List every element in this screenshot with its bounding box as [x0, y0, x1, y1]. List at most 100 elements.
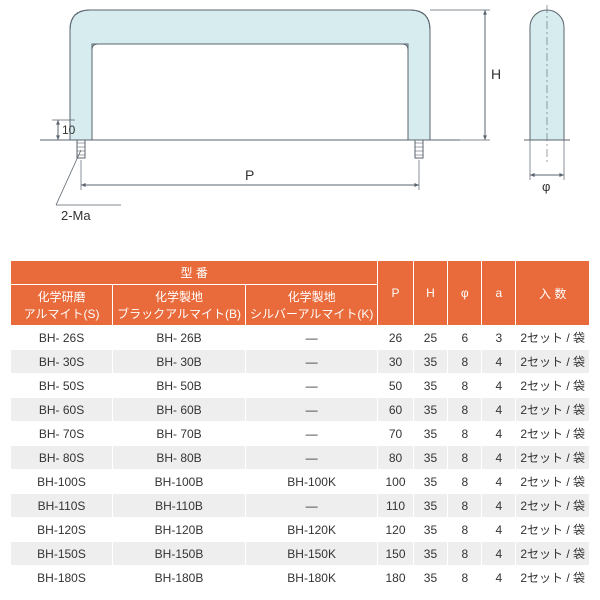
cell-k: BH-180K — [245, 566, 377, 590]
cell-p: 26 — [378, 326, 413, 350]
subhead-b: 化学製地ブラックアルマイト(B) — [113, 285, 246, 326]
cell-q: 2セット / 袋 — [516, 494, 590, 518]
cell-h: 35 — [413, 470, 448, 494]
cell-k: ― — [245, 446, 377, 470]
cell-phi: 8 — [448, 470, 482, 494]
cell-b: BH- 50B — [113, 374, 246, 398]
cell-p: 60 — [378, 398, 413, 422]
cell-k: ― — [245, 398, 377, 422]
cell-h: 35 — [413, 350, 448, 374]
cell-s: BH- 60S — [11, 398, 113, 422]
cell-q: 2セット / 袋 — [516, 398, 590, 422]
table-row: BH- 26SBH- 26B―2625632セット / 袋 — [11, 326, 590, 350]
cell-q: 2セット / 袋 — [516, 374, 590, 398]
table-row: BH- 80SBH- 80B―8035842セット / 袋 — [11, 446, 590, 470]
cell-k: BH-100K — [245, 470, 377, 494]
cell-p: 110 — [378, 494, 413, 518]
cell-q: 2セット / 袋 — [516, 542, 590, 566]
svg-text:φ: φ — [542, 179, 550, 194]
cell-q: 2セット / 袋 — [516, 566, 590, 590]
cell-h: 35 — [413, 518, 448, 542]
cell-b: BH- 80B — [113, 446, 246, 470]
table-row: BH-120SBH-120BBH-120K12035842セット / 袋 — [11, 518, 590, 542]
cell-b: BH- 60B — [113, 398, 246, 422]
table-row: BH- 70SBH- 70B―7035842セット / 袋 — [11, 422, 590, 446]
cell-b: BH-150B — [113, 542, 246, 566]
svg-text:P: P — [245, 167, 254, 183]
table-row: BH-100SBH-100BBH-100K10035842セット / 袋 — [11, 470, 590, 494]
cell-b: BH-100B — [113, 470, 246, 494]
cell-a: 4 — [482, 398, 516, 422]
table-row: BH-110SBH-110B―11035842セット / 袋 — [11, 494, 590, 518]
cell-p: 100 — [378, 470, 413, 494]
cell-phi: 8 — [448, 398, 482, 422]
cell-q: 2セット / 袋 — [516, 326, 590, 350]
cell-a: 3 — [482, 326, 516, 350]
col-phi: φ — [448, 261, 482, 326]
cell-p: 120 — [378, 518, 413, 542]
cell-a: 4 — [482, 470, 516, 494]
cell-phi: 8 — [448, 374, 482, 398]
cell-q: 2セット / 袋 — [516, 518, 590, 542]
cell-s: BH-150S — [11, 542, 113, 566]
col-a: a — [482, 261, 516, 326]
table-row: BH- 60SBH- 60B―6035842セット / 袋 — [11, 398, 590, 422]
cell-a: 4 — [482, 446, 516, 470]
cell-k: BH-120K — [245, 518, 377, 542]
cell-phi: 8 — [448, 518, 482, 542]
cell-q: 2セット / 袋 — [516, 470, 590, 494]
col-qty: 入 数 — [516, 261, 590, 326]
col-h: H — [413, 261, 448, 326]
table-row: BH-150SBH-150BBH-150K15035842セット / 袋 — [11, 542, 590, 566]
cell-h: 35 — [413, 374, 448, 398]
cell-phi: 8 — [448, 422, 482, 446]
cell-p: 80 — [378, 446, 413, 470]
cell-b: BH-110B — [113, 494, 246, 518]
cell-k: ― — [245, 350, 377, 374]
table-row: BH- 30SBH- 30B―3035842セット / 袋 — [11, 350, 590, 374]
cell-b: BH- 30B — [113, 350, 246, 374]
cell-b: BH-180B — [113, 566, 246, 590]
cell-s: BH- 80S — [11, 446, 113, 470]
cell-s: BH- 30S — [11, 350, 113, 374]
cell-s: BH- 50S — [11, 374, 113, 398]
handle-drawing: 10PH2-Maφ — [0, 0, 600, 250]
table-row: BH- 50SBH- 50B―5035842セット / 袋 — [11, 374, 590, 398]
cell-q: 2セット / 袋 — [516, 422, 590, 446]
cell-h: 35 — [413, 494, 448, 518]
cell-b: BH- 70B — [113, 422, 246, 446]
cell-a: 4 — [482, 350, 516, 374]
cell-h: 35 — [413, 446, 448, 470]
cell-p: 50 — [378, 374, 413, 398]
cell-p: 150 — [378, 542, 413, 566]
cell-s: BH-120S — [11, 518, 113, 542]
cell-k: BH-150K — [245, 542, 377, 566]
cell-k: ― — [245, 326, 377, 350]
svg-text:10: 10 — [62, 123, 76, 137]
cell-k: ― — [245, 374, 377, 398]
cell-k: ― — [245, 494, 377, 518]
cell-p: 70 — [378, 422, 413, 446]
cell-h: 35 — [413, 422, 448, 446]
cell-a: 4 — [482, 422, 516, 446]
cell-h: 35 — [413, 566, 448, 590]
cell-a: 4 — [482, 494, 516, 518]
spec-table: 型 番 P H φ a 入 数 化学研磨アルマイト(S) 化学製地ブラックアルマ… — [10, 260, 590, 590]
svg-text:H: H — [491, 66, 501, 82]
cell-s: BH- 26S — [11, 326, 113, 350]
cell-phi: 8 — [448, 350, 482, 374]
cell-s: BH-180S — [11, 566, 113, 590]
cell-a: 4 — [482, 374, 516, 398]
cell-b: BH-120B — [113, 518, 246, 542]
subhead-s: 化学研磨アルマイト(S) — [11, 285, 113, 326]
cell-q: 2セット / 袋 — [516, 446, 590, 470]
cell-s: BH-110S — [11, 494, 113, 518]
subhead-k: 化学製地シルバーアルマイト(K) — [245, 285, 377, 326]
cell-phi: 8 — [448, 566, 482, 590]
cell-h: 25 — [413, 326, 448, 350]
cell-a: 4 — [482, 566, 516, 590]
cell-h: 35 — [413, 398, 448, 422]
cell-p: 180 — [378, 566, 413, 590]
cell-b: BH- 26B — [113, 326, 246, 350]
col-p: P — [378, 261, 413, 326]
